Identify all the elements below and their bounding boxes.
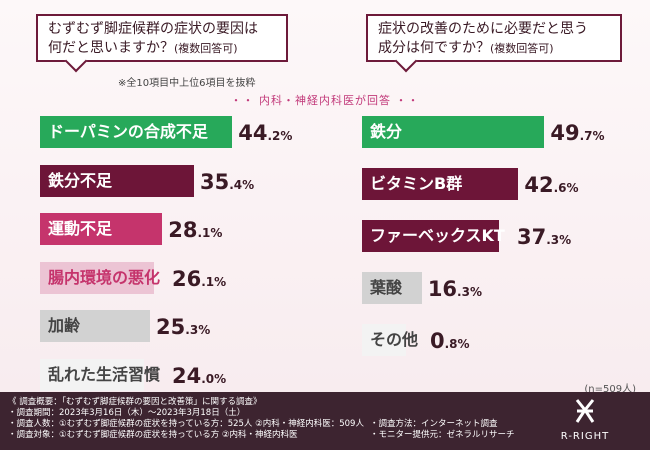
bar-1-0 xyxy=(362,116,545,148)
bar-1-1 xyxy=(362,168,519,200)
value-dec: .1% xyxy=(201,274,227,289)
value-dec: .3% xyxy=(546,233,572,247)
bar-label-1-0: 鉄分 xyxy=(370,122,403,141)
value-int: 25 xyxy=(156,315,186,339)
value-label-1-0: 49.7% xyxy=(550,116,604,148)
value-label-1-2: 37.3% xyxy=(517,220,571,252)
value-dec: .8% xyxy=(444,337,470,351)
value-label-1-3: 16.3% xyxy=(428,272,482,304)
footer-title: 《 調査概要：「むずむず脚症候群の要因と改善策」に関する調査》 xyxy=(8,397,262,407)
value-label-0-2: 28.1% xyxy=(168,213,222,245)
question-left-line2: 何だと思いますか？ xyxy=(48,40,174,56)
logo-text: R-RIGHT xyxy=(560,431,610,442)
value-dec: .4% xyxy=(229,177,255,192)
top-note: ※全10項目中上位6項目を抜粋 xyxy=(118,78,256,89)
bar-label-0-3: 腸内環境の悪化 xyxy=(48,267,161,287)
value-int: 42 xyxy=(524,173,554,197)
survey-footer: 《 調査概要：「むずむず脚症候群の要因と改善策」に関する調査》 ・調査期間：20… xyxy=(0,392,650,450)
value-dec: .1% xyxy=(197,226,223,240)
subtitle: ・・ 内科・神経内科医が回答 ・・ xyxy=(230,94,420,107)
bar-0-1 xyxy=(40,164,194,197)
question-right-line1: 症状の改善のために必要だと思う xyxy=(378,21,588,37)
value-dec: .3% xyxy=(457,285,482,299)
bar-0-4 xyxy=(40,310,151,342)
footer-people: ・調査人数：①むずむず脚症候群の症状を持っている方：525人 ②内科・神経内科医… xyxy=(8,419,364,429)
value-label-0-0: 44.2% xyxy=(238,116,292,148)
bar-label-1-2: ファーベックスKT xyxy=(370,226,505,245)
value-int: 44 xyxy=(238,121,268,145)
value-dec: .3% xyxy=(185,323,211,337)
bar-0-0 xyxy=(40,116,233,148)
value-dec: .2% xyxy=(267,129,293,143)
bar-label-0-5: 乱れた生活習慣 xyxy=(48,364,161,384)
value-int: 37 xyxy=(517,225,547,249)
value-int: 35 xyxy=(199,169,230,194)
bar-label-1-3: 葉酸 xyxy=(370,278,403,297)
bar-label-1-1: ビタミンB群 xyxy=(370,174,463,193)
bar-label-0-4: 加齢 xyxy=(48,316,81,335)
value-dec: .6% xyxy=(553,181,579,195)
value-dec: .0% xyxy=(201,371,227,386)
value-int: 0 xyxy=(430,329,445,353)
company-logo: R-RIGHT xyxy=(540,398,630,442)
footer-target: ・調査対象：①むずむず脚症候群の症状を持っている方 ②内科・神経内科医 xyxy=(8,430,298,440)
footer-period: ・調査期間：2023年3月16日（木）～2023年3月18日（土） xyxy=(8,408,246,418)
value-int: 24 xyxy=(172,363,202,388)
bar-0-3 xyxy=(40,261,154,294)
question-right-line2: 成分は何ですか？ xyxy=(378,40,490,56)
question-left: むずむず脚症候群の症状の要因は 何だと思いますか？(複数回答可) xyxy=(36,14,288,62)
question-left-note: (複数回答可) xyxy=(174,42,238,55)
bar-0-5 xyxy=(40,358,145,391)
value-label-0-4: 25.3% xyxy=(156,310,210,342)
value-int: 16 xyxy=(427,277,458,301)
bar-label-1-4: その他 xyxy=(370,330,419,349)
bar-1-4 xyxy=(362,324,406,356)
value-label-1-1: 42.6% xyxy=(524,168,578,200)
question-right: 症状の改善のために必要だと思う 成分は何ですか？(複数回答可) xyxy=(366,14,622,62)
value-dec: .7% xyxy=(579,129,605,143)
bar-label-0-1: 鉄分不足 xyxy=(48,170,113,190)
value-label-1-4: 0.8% xyxy=(430,324,470,356)
value-label-0-3: 26.1% xyxy=(172,262,226,294)
logo-mark-icon xyxy=(575,399,595,423)
value-label-0-1: 35.4% xyxy=(200,165,254,197)
bar-1-2 xyxy=(362,220,499,252)
value-label-0-5: 24.0% xyxy=(172,359,226,391)
bar-0-2 xyxy=(40,213,163,245)
footer-method: ・調査方法：インターネット調査 xyxy=(370,419,498,429)
bar-label-0-2: 運動不足 xyxy=(48,219,113,238)
bar-1-3 xyxy=(362,272,422,304)
question-left-line1: むずむず脚症候群の症状の要因は xyxy=(48,21,258,37)
footer-provider: ・モニター提供元：ゼネラルリサーチ xyxy=(370,430,515,440)
bar-label-0-0: ドーパミンの合成不足 xyxy=(48,122,208,141)
question-right-note: (複数回答可) xyxy=(490,42,554,55)
value-int: 28 xyxy=(168,218,198,242)
value-int: 26 xyxy=(172,266,202,291)
sample-size-note: (n=509人) xyxy=(584,384,636,395)
value-int: 49 xyxy=(550,121,580,145)
